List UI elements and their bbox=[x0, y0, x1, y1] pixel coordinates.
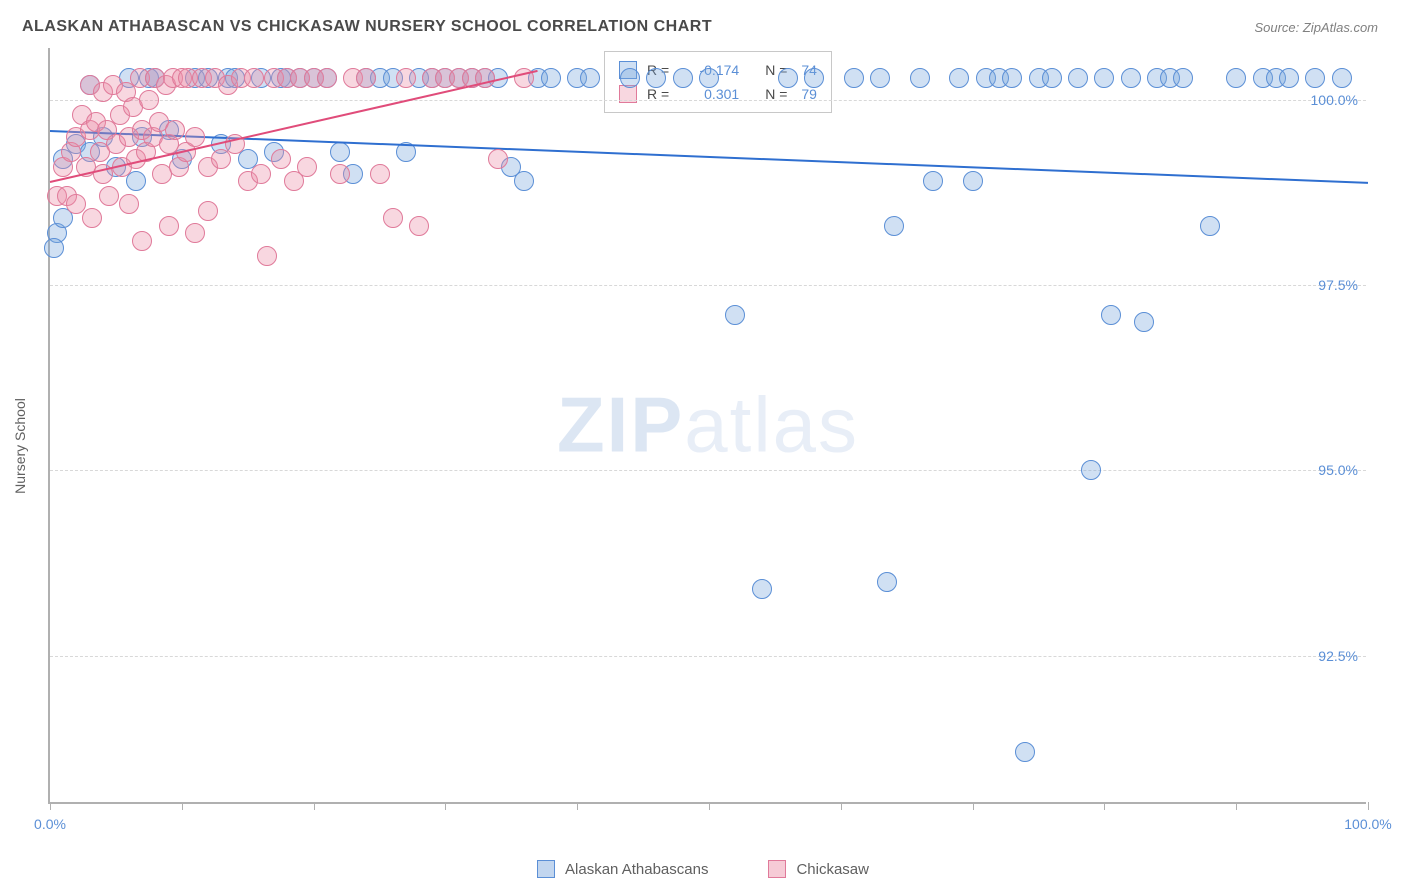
legend-label: Chickasaw bbox=[796, 861, 869, 878]
data-point bbox=[1332, 68, 1352, 88]
data-point bbox=[910, 68, 930, 88]
data-point bbox=[1042, 68, 1062, 88]
xtick bbox=[182, 802, 183, 810]
data-point bbox=[409, 216, 429, 236]
legend-label: Alaskan Athabascans bbox=[565, 861, 708, 878]
data-point bbox=[870, 68, 890, 88]
xtick bbox=[50, 802, 51, 810]
data-point bbox=[752, 579, 772, 599]
yaxis-label: Nursery School bbox=[12, 398, 28, 494]
data-point bbox=[198, 201, 218, 221]
data-point bbox=[884, 216, 904, 236]
data-point bbox=[514, 171, 534, 191]
data-point bbox=[297, 157, 317, 177]
data-point bbox=[1101, 305, 1121, 325]
data-point bbox=[1068, 68, 1088, 88]
data-point bbox=[330, 142, 350, 162]
data-point bbox=[257, 246, 277, 266]
data-point bbox=[139, 90, 159, 110]
data-point bbox=[1173, 68, 1193, 88]
data-point bbox=[541, 68, 561, 88]
plot-area: ZIPatlas R =-0.174N =74R =0.301N =79 92.… bbox=[48, 48, 1366, 804]
data-point bbox=[1279, 68, 1299, 88]
data-point bbox=[317, 68, 337, 88]
data-point bbox=[844, 68, 864, 88]
data-point bbox=[949, 68, 969, 88]
data-point bbox=[370, 164, 390, 184]
data-point bbox=[1226, 68, 1246, 88]
data-point bbox=[1134, 312, 1154, 332]
legend-item: Chickasaw bbox=[768, 860, 869, 878]
data-point bbox=[1200, 216, 1220, 236]
legend-swatch bbox=[537, 860, 555, 878]
xtick-label: 100.0% bbox=[1344, 816, 1391, 832]
source-label: Source: ZipAtlas.com bbox=[1254, 20, 1378, 35]
data-point bbox=[271, 149, 291, 169]
xtick bbox=[1368, 802, 1369, 810]
data-point bbox=[396, 68, 416, 88]
data-point bbox=[1015, 742, 1035, 762]
xtick bbox=[445, 802, 446, 810]
data-point bbox=[244, 68, 264, 88]
data-point bbox=[1305, 68, 1325, 88]
ytick-label: 92.5% bbox=[1318, 648, 1358, 664]
chart-title: ALASKAN ATHABASCAN VS CHICKASAW NURSERY … bbox=[22, 18, 712, 36]
xtick bbox=[973, 802, 974, 810]
data-point bbox=[185, 223, 205, 243]
ytick-label: 95.0% bbox=[1318, 462, 1358, 478]
data-point bbox=[82, 208, 102, 228]
data-point bbox=[165, 120, 185, 140]
data-point bbox=[132, 231, 152, 251]
data-point bbox=[673, 68, 693, 88]
data-point bbox=[699, 68, 719, 88]
gridline bbox=[50, 470, 1366, 471]
data-point bbox=[923, 171, 943, 191]
gridline bbox=[50, 285, 1366, 286]
legend-swatch bbox=[768, 860, 786, 878]
legend-bottom: Alaskan Athabascans Chickasaw bbox=[0, 860, 1406, 878]
data-point bbox=[44, 238, 64, 258]
data-point bbox=[488, 149, 508, 169]
gridline bbox=[50, 100, 1366, 101]
data-point bbox=[778, 68, 798, 88]
data-point bbox=[725, 305, 745, 325]
data-point bbox=[620, 68, 640, 88]
data-point bbox=[1121, 68, 1141, 88]
data-point bbox=[185, 127, 205, 147]
xtick bbox=[1236, 802, 1237, 810]
data-point bbox=[66, 194, 86, 214]
data-point bbox=[580, 68, 600, 88]
data-point bbox=[251, 164, 271, 184]
ytick-label: 97.5% bbox=[1318, 277, 1358, 293]
data-point bbox=[356, 68, 376, 88]
data-point bbox=[877, 572, 897, 592]
data-point bbox=[159, 216, 179, 236]
legend-item: Alaskan Athabascans bbox=[537, 860, 708, 878]
xtick bbox=[709, 802, 710, 810]
data-point bbox=[330, 164, 350, 184]
data-point bbox=[383, 208, 403, 228]
xtick bbox=[1104, 802, 1105, 810]
gridline bbox=[50, 656, 1366, 657]
data-point bbox=[1002, 68, 1022, 88]
data-point bbox=[646, 68, 666, 88]
data-point bbox=[1094, 68, 1114, 88]
ytick-label: 100.0% bbox=[1311, 92, 1358, 108]
data-point bbox=[99, 186, 119, 206]
data-point bbox=[119, 194, 139, 214]
xtick-label: 0.0% bbox=[34, 816, 66, 832]
data-point bbox=[1081, 460, 1101, 480]
xtick bbox=[314, 802, 315, 810]
xtick bbox=[841, 802, 842, 810]
data-point bbox=[963, 171, 983, 191]
watermark: ZIPatlas bbox=[557, 380, 859, 471]
data-point bbox=[804, 68, 824, 88]
xtick bbox=[577, 802, 578, 810]
